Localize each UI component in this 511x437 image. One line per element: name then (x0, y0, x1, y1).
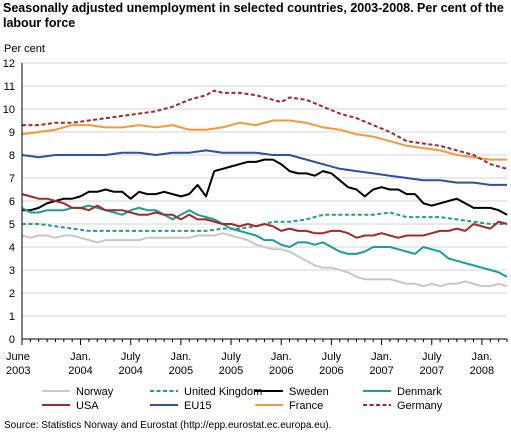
legend: Norway United Kingdom Sweden Denmark USA EU15… (42, 386, 443, 412)
axes (21, 63, 507, 340)
x-tick-label: 2007 (419, 365, 443, 377)
legend-item: EU15 (150, 400, 212, 412)
x-tick-label: 2005 (169, 365, 193, 377)
x-tick-label: July (221, 351, 241, 363)
legend-label: United Kingdom (184, 386, 262, 398)
legend-label: Denmark (397, 386, 442, 398)
x-tick-label: July (322, 351, 342, 363)
y-tick-label: 1 (9, 311, 15, 323)
x-tick-label: Jan. (170, 351, 191, 363)
series-line-france (21, 119, 507, 161)
series-line-usa (21, 193, 508, 239)
y-tick-label: 3 (9, 265, 15, 277)
y-tick-label: 11 (4, 81, 15, 93)
gridlines (22, 62, 507, 340)
legend-item: Germany (363, 400, 443, 412)
y-tick-label: 4 (9, 242, 15, 254)
x-tick-label: 2004 (118, 365, 142, 377)
series-lines (21, 89, 508, 288)
x-tick-label: 2003 (6, 365, 30, 377)
series-line-sweden (22, 158, 508, 216)
x-tick-label: July (121, 351, 141, 363)
legend-label: Sweden (289, 386, 329, 398)
legend-label: Norway (76, 386, 114, 398)
x-tick-label: Jan. (271, 351, 292, 363)
x-tick-label: 2004 (68, 365, 92, 377)
y-tick-label: 6 (9, 196, 15, 208)
legend-item: France (255, 400, 323, 412)
y-tick-label: 0 (9, 334, 15, 346)
legend-item: USA (42, 400, 99, 412)
series-line-united-kingdom (22, 211, 507, 232)
legend-item: Denmark (363, 386, 442, 398)
y-axis-label: Per cent (4, 43, 45, 55)
series-line-eu15 (21, 149, 507, 186)
legend-label: EU15 (184, 400, 212, 412)
x-tick-label: 2005 (219, 365, 243, 377)
x-axis-ticks: June 2003 Jan. 2004 July 2004 Jan. 2005 July 2005… (6, 339, 508, 377)
legend-label: Germany (397, 400, 443, 412)
y-tick-label: 2 (9, 288, 15, 300)
legend-item: Norway (42, 386, 114, 398)
y-tick-label: 9 (9, 127, 15, 139)
y-tick-label: 8 (9, 150, 15, 162)
legend-label: France (289, 400, 323, 412)
legend-item: Sweden (255, 386, 329, 398)
legend-label: USA (76, 400, 99, 412)
y-tick-label: 10 (3, 104, 15, 116)
x-tick-label: 2008 (470, 365, 494, 377)
x-tick-label: 2006 (319, 365, 343, 377)
x-tick-label: July (422, 351, 442, 363)
y-tick-label: 12 (3, 58, 15, 70)
chart-title: Seasonally adjusted unemployment in sele… (3, 1, 504, 30)
y-tick-label: 7 (9, 173, 15, 185)
x-tick-label: June (6, 351, 30, 363)
series-line-norway (21, 232, 508, 288)
y-tick-label: 5 (9, 219, 15, 231)
x-tick-label: Jan. (70, 351, 91, 363)
legend-item: United Kingdom (150, 386, 262, 398)
source-note: Source: Statistics Norway and Eurostat (… (4, 420, 332, 431)
x-tick-label: 2007 (369, 365, 393, 377)
series-line-germany (22, 89, 508, 170)
x-tick-label: Jan. (371, 351, 392, 363)
x-tick-label: Jan. (472, 351, 493, 363)
x-tick-label: 2006 (269, 365, 293, 377)
